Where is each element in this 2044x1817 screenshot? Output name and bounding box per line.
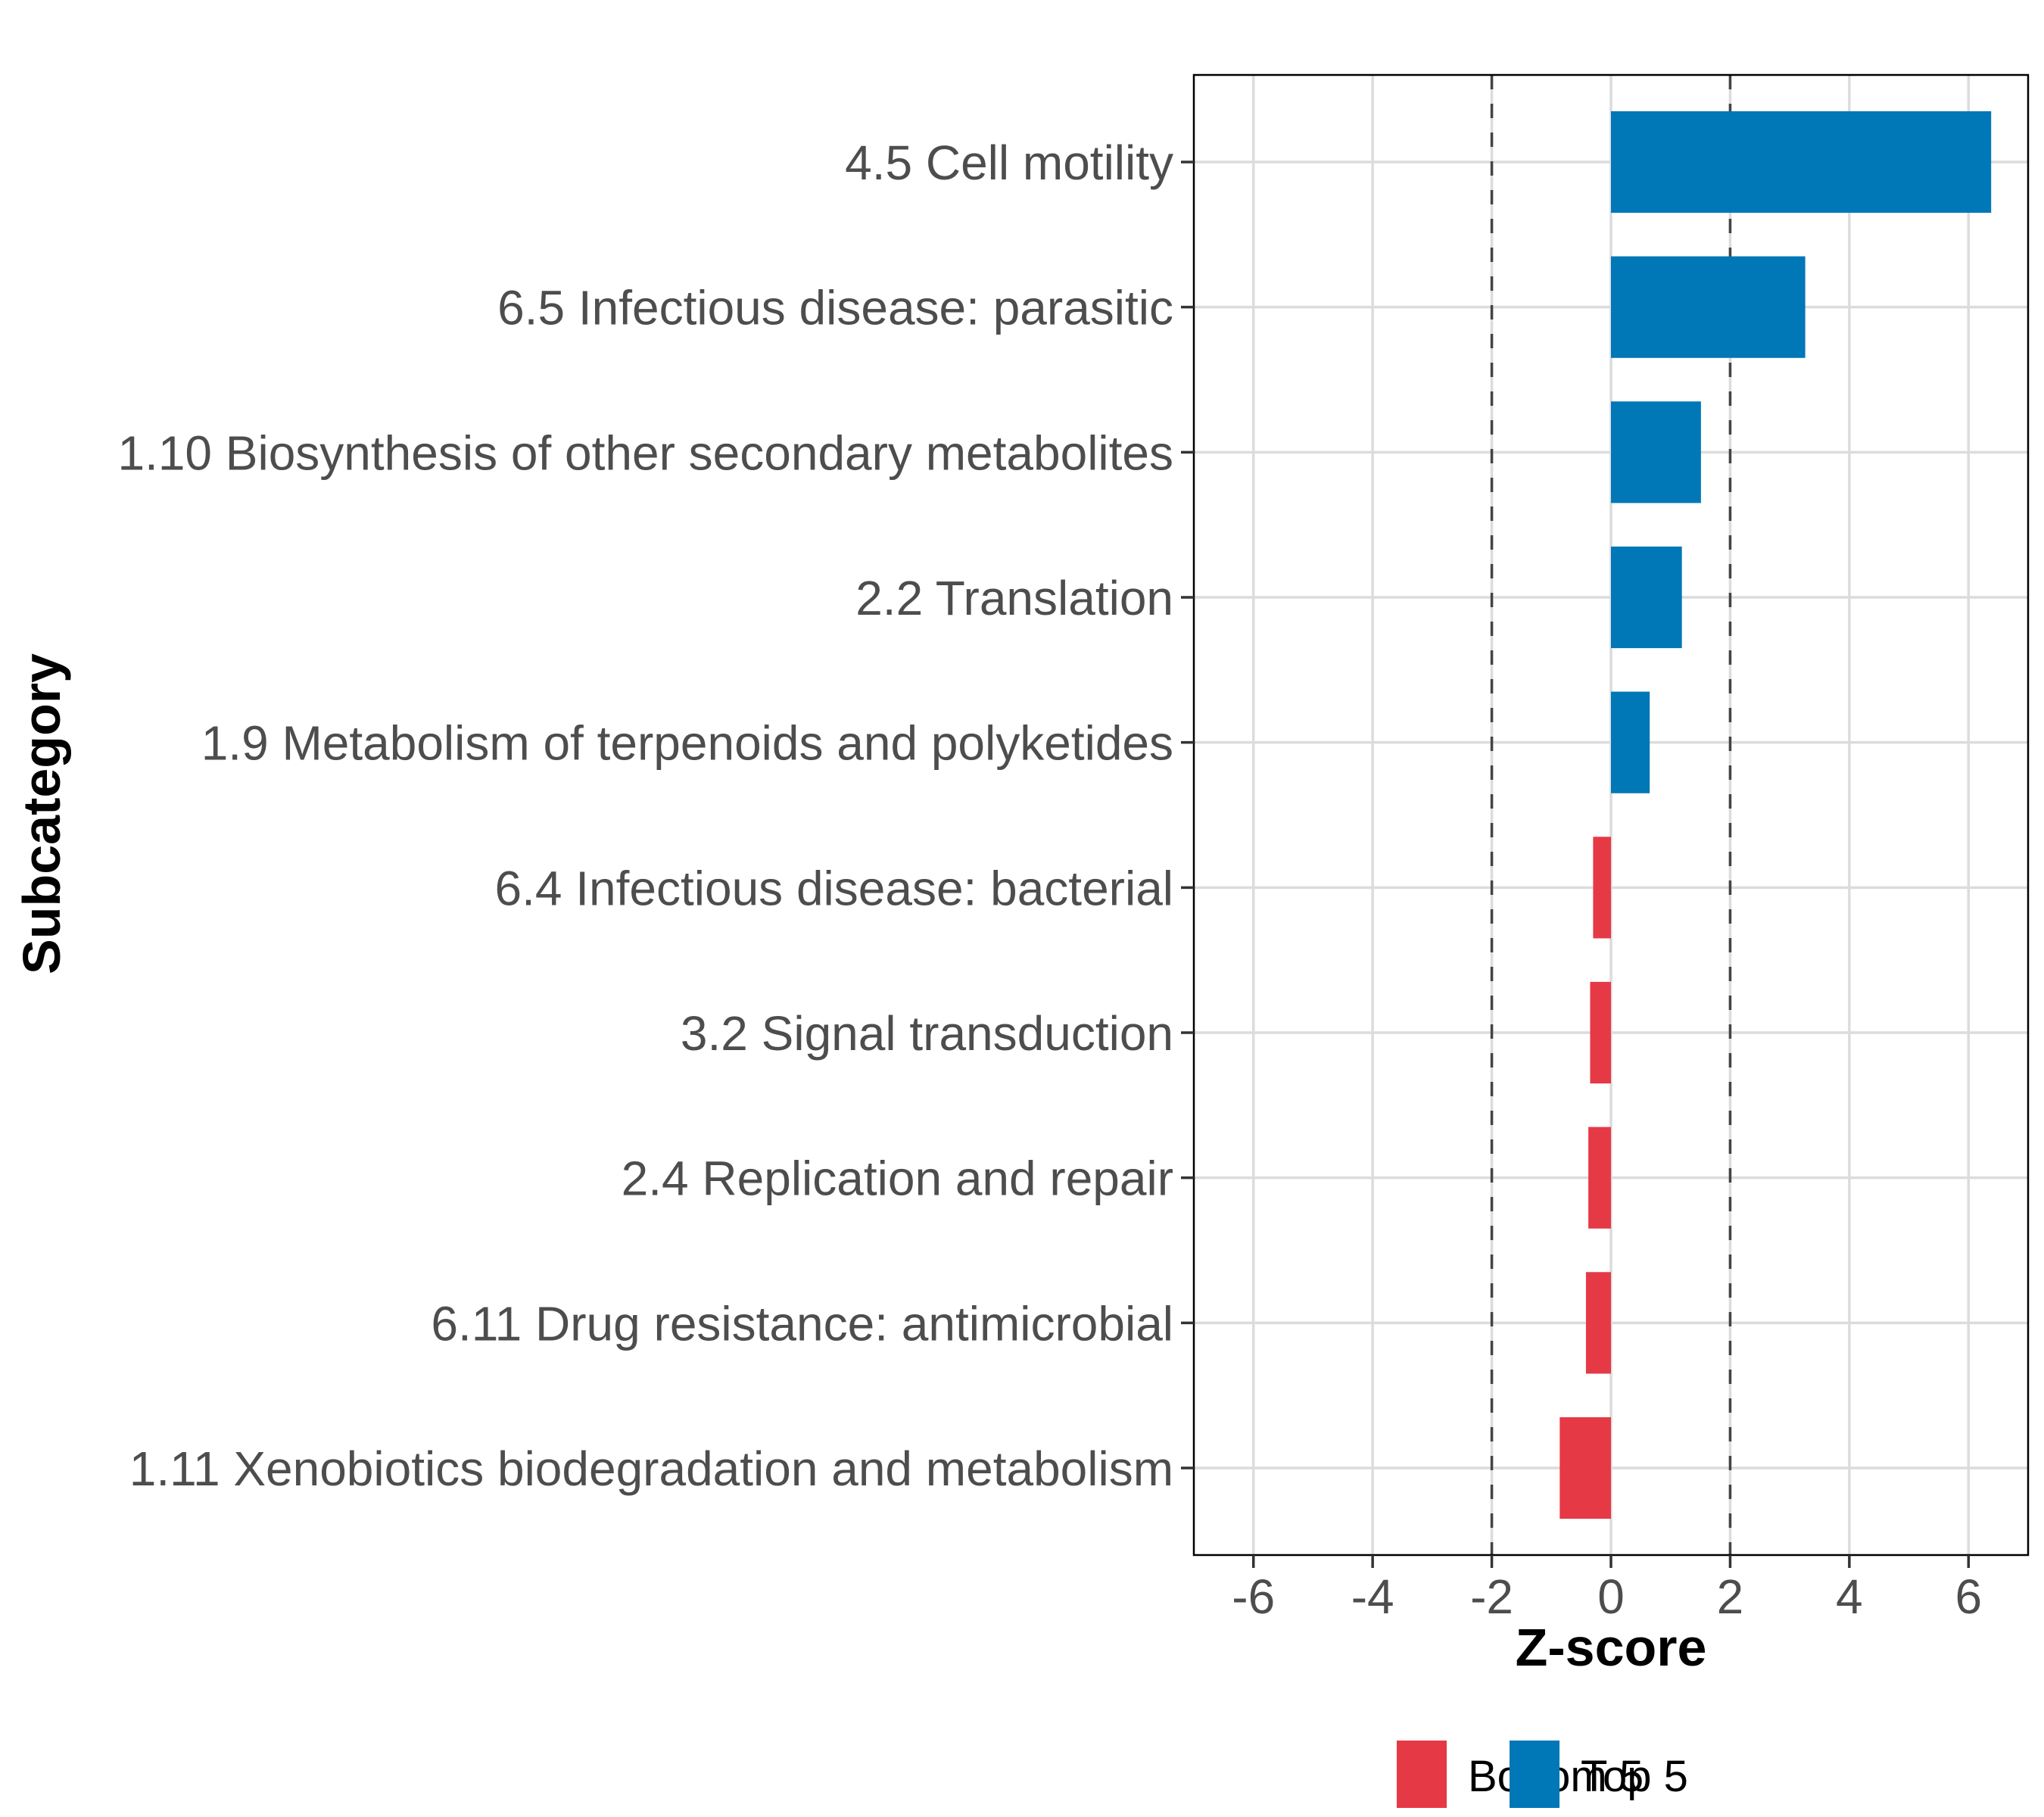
x-axis: -6 -4 -2 0 2 4 6 [1232, 1555, 1982, 1624]
bar [1611, 256, 1806, 358]
x-tick-label: 0 [1597, 1569, 1625, 1624]
bar [1588, 1127, 1611, 1229]
x-tick-label: 4 [1836, 1569, 1863, 1624]
bar [1611, 401, 1701, 503]
bar [1590, 981, 1611, 1084]
y-tick-label: 3.2 Signal transduction [681, 1006, 1173, 1061]
y-tick-label: 6.4 Infectious disease: bacterial [494, 861, 1173, 915]
x-tick-label: -2 [1470, 1569, 1513, 1624]
x-tick-label: -6 [1232, 1569, 1275, 1624]
legend-key [1397, 1741, 1447, 1808]
x-tick-label: 2 [1717, 1569, 1744, 1624]
y-tick-label: 1.11 Xenobiotics biodegradation and meta… [129, 1441, 1173, 1496]
y-tick-label: 2.2 Translation [855, 571, 1173, 625]
y-tick-label: 1.10 Biosynthesis of other secondary met… [117, 425, 1173, 480]
y-axis: 4.5 Cell motility 6.5 Infectious disease:… [117, 136, 1194, 1496]
bar [1559, 1417, 1611, 1519]
bar [1611, 111, 1992, 213]
y-tick-label: 6.11 Drug resistance: antimicrobial [431, 1296, 1173, 1351]
legend-label: Top 5 [1581, 1752, 1688, 1801]
bar [1593, 837, 1611, 939]
x-axis-title: Z-score [1516, 1618, 1707, 1677]
bars [1559, 111, 1992, 1519]
x-tick-label: -4 [1351, 1569, 1394, 1624]
y-axis-title: Subcategory [12, 653, 71, 974]
legend-key [1510, 1741, 1559, 1808]
y-tick-label: 4.5 Cell motility [845, 136, 1173, 190]
y-tick-label: 6.5 Infectious disease: parasitic [497, 281, 1173, 335]
y-tick-label: 2.4 Replication and repair [622, 1152, 1173, 1206]
y-tick-label: 1.9 Metabolism of terpenoids and polyket… [201, 716, 1173, 771]
x-tick-label: 6 [1955, 1569, 1982, 1624]
bar [1611, 691, 1650, 793]
bar [1611, 546, 1682, 649]
legend-item: Top 5 [1510, 1741, 1688, 1808]
bar [1585, 1272, 1611, 1374]
